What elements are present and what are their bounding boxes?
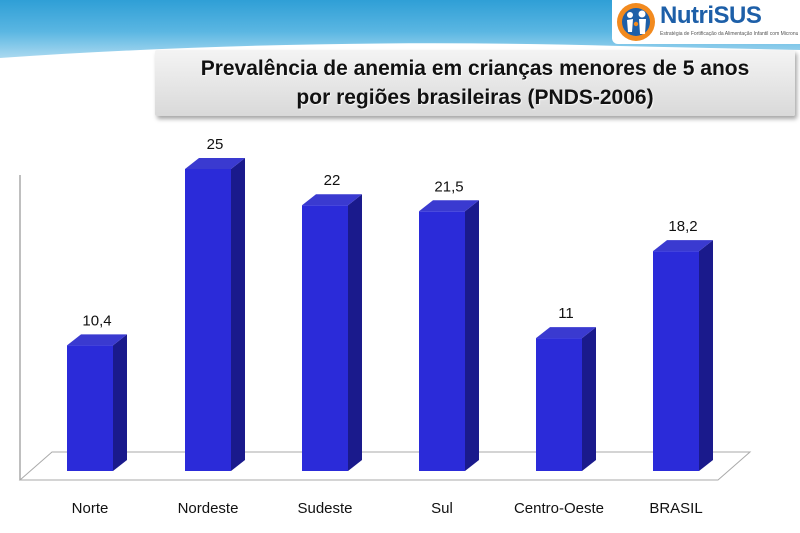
bar-side-0 [113,334,127,471]
bar-centro-oeste [536,338,582,471]
data-label: 25 [207,136,224,153]
chart-title: Prevalência de anemia em crianças menore… [155,50,795,116]
bar-top-0 [67,334,127,346]
bar-side-4 [582,327,596,471]
nutrisus-logo: NutriSUS Estratégia de Fortificação da A… [612,0,800,44]
bar-norte [67,345,113,471]
bar-sudeste [302,205,348,472]
bar-nordeste [185,169,231,471]
bar-side-3 [465,200,479,471]
bar-brasil [653,251,699,471]
chart-title-line-2: por regiões brasileiras (PNDS-2006) [296,86,654,109]
logo-text: NutriSUS [660,2,762,29]
data-label: 22 [324,172,341,189]
x-tick-label: Sul [431,500,453,517]
bar-side-2 [348,194,362,472]
x-tick-label: Norte [71,500,109,517]
bar-side-5 [699,240,713,471]
x-tick-label: BRASIL [649,500,703,517]
data-label: 11 [558,305,574,322]
bar-top-2 [302,194,362,206]
bar-side-1 [231,158,245,471]
bar-top-1 [185,158,245,169]
logo-tagline: Estratégia de Fortificação da Alimentaçã… [660,31,798,37]
chart-title-line-1: Prevalência de anemia em crianças menore… [200,57,750,80]
data-label: 18,2 [668,218,697,235]
bar-chart: 10,4 25 22 21,5 11 18,2 [18,136,752,481]
x-tick-label: Nordeste [177,500,239,517]
data-label: 21,5 [434,178,463,195]
data-label: 10,4 [82,312,111,329]
bar-top-3 [419,200,479,212]
family-logo-icon [617,3,655,41]
bar-top-5 [653,240,713,252]
bar-sul [419,211,465,471]
bar-top-4 [536,327,596,339]
chart-floor [18,451,752,481]
x-tick-label: Centro-Oeste [513,500,605,517]
x-tick-label: Sudeste [297,500,353,517]
